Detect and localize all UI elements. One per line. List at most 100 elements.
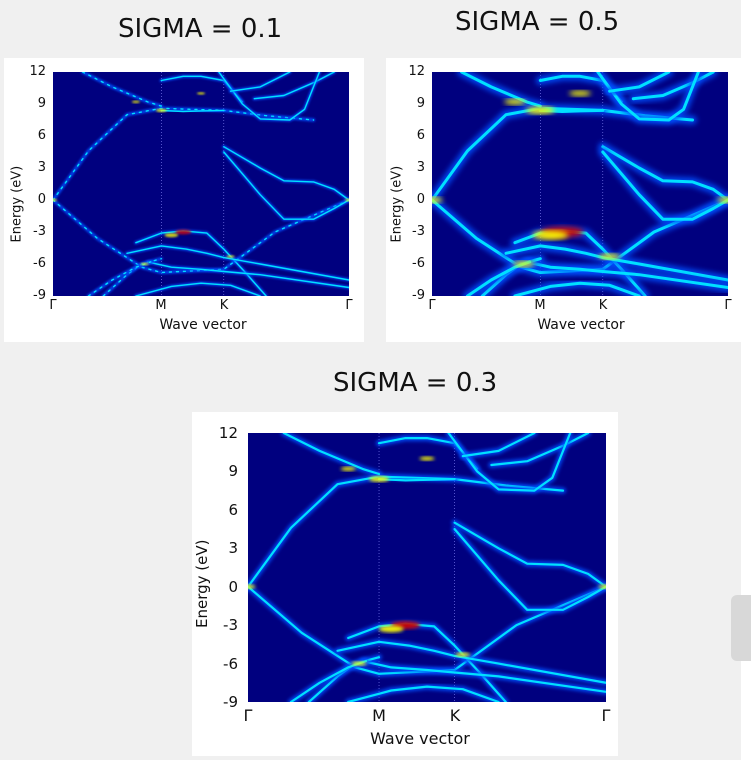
intensity-peak xyxy=(455,652,471,657)
x-axis-label: Wave vector xyxy=(159,317,247,333)
y-tick-label: 12 xyxy=(218,424,238,442)
intensity-peak xyxy=(532,230,569,240)
y-tick-label: 3 xyxy=(37,160,46,175)
band-line xyxy=(223,151,349,220)
band-heatmap xyxy=(53,72,349,296)
band-line xyxy=(135,282,261,296)
y-tick-label: 0 xyxy=(228,578,238,596)
x-tick-label-k: K xyxy=(219,298,229,313)
band-line xyxy=(513,281,641,296)
band-glow xyxy=(86,260,153,296)
chart-panel-sigma-0-1: Energy (eV) 12 9 6 3 0 -3 -6 -9 Γ M K Γ … xyxy=(4,58,364,342)
band-line xyxy=(461,433,536,458)
x-tick-label-m: M xyxy=(372,706,386,725)
intensity-peak xyxy=(164,233,179,238)
band-glow xyxy=(248,583,606,677)
intensity-peak xyxy=(512,261,535,267)
band-line xyxy=(504,244,728,282)
x-axis-label: Wave vector xyxy=(370,729,470,748)
intensity-peak xyxy=(140,262,149,266)
y-tick-label: -9 xyxy=(33,288,46,303)
y-tick-label: 6 xyxy=(416,128,425,143)
band-glow xyxy=(80,72,163,108)
band-line xyxy=(248,475,565,588)
band-line xyxy=(432,198,728,274)
chart-title-sigma-0-1: SIGMA = 0.1 xyxy=(118,14,283,44)
band-line xyxy=(361,659,606,693)
band-line xyxy=(53,107,315,201)
band-line xyxy=(490,433,590,467)
intensity-peak xyxy=(504,99,526,105)
band-glow xyxy=(459,433,538,460)
band-glow xyxy=(248,473,567,590)
band-heatmap xyxy=(248,433,606,702)
intensity-peak xyxy=(525,106,555,114)
y-tick-label: -9 xyxy=(412,288,425,303)
band-glow xyxy=(53,198,349,275)
x-tick-label-gamma: Γ xyxy=(49,298,57,313)
y-tick-label: 12 xyxy=(29,64,46,79)
band-line xyxy=(147,261,349,289)
band-glow xyxy=(53,106,316,202)
y-tick-label: 3 xyxy=(416,160,425,175)
x-tick-label-k: K xyxy=(449,706,461,725)
band-line xyxy=(347,685,500,702)
intensity-peak xyxy=(155,108,167,113)
band-structure-svg xyxy=(53,72,349,296)
band-line xyxy=(218,72,321,121)
chart-title-sigma-0-5: SIGMA = 0.5 xyxy=(455,7,620,37)
y-tick-label: -6 xyxy=(223,655,238,673)
x-tick-label-k: K xyxy=(598,298,608,313)
intensity-peak xyxy=(175,229,192,235)
x-tick-label-gamma: Γ xyxy=(428,298,436,313)
intensity-peak xyxy=(351,661,367,666)
chart-panel-sigma-0-5: Energy (eV) 12 9 6 3 0 -3 -6 -9 Γ M K Γ … xyxy=(386,58,741,342)
intensity-peak xyxy=(131,100,140,104)
y-tick-label: -6 xyxy=(33,256,46,271)
band-structure-svg xyxy=(432,72,728,296)
side-panel-handle[interactable] xyxy=(731,595,751,661)
band-line xyxy=(282,433,381,476)
intensity-peak xyxy=(196,92,206,95)
window-edge xyxy=(741,0,751,760)
intensity-peak xyxy=(248,584,256,589)
intensity-peak xyxy=(378,625,404,633)
y-tick-label: 9 xyxy=(228,462,238,480)
intensity-peak xyxy=(340,466,356,471)
band-line xyxy=(453,528,606,611)
y-tick-label: 3 xyxy=(228,539,238,557)
band-line xyxy=(453,521,606,588)
band-heatmap xyxy=(432,72,728,296)
band-line xyxy=(377,478,456,482)
band-line xyxy=(223,146,349,201)
intensity-peak xyxy=(598,253,621,260)
band-line xyxy=(596,72,700,122)
y-tick-label: 6 xyxy=(228,501,238,519)
y-tick-label: 9 xyxy=(37,96,46,111)
x-tick-label-gamma-end: Γ xyxy=(345,298,353,313)
intensity-peak xyxy=(717,197,728,203)
x-axis-label: Wave vector xyxy=(537,317,625,333)
band-line xyxy=(601,145,728,202)
chart-panel-sigma-0-3: Energy (eV) 12 9 6 3 0 -3 -6 -9 Γ M K Γ … xyxy=(192,412,618,756)
band-line xyxy=(229,72,291,92)
y-tick-label: -3 xyxy=(33,224,46,239)
band-line xyxy=(460,72,542,108)
band-glow xyxy=(222,150,349,221)
intensity-peak xyxy=(419,456,435,461)
band-line xyxy=(525,260,728,289)
x-tick-label-gamma-end: Γ xyxy=(601,706,611,725)
band-line xyxy=(447,433,572,492)
band-line xyxy=(336,640,606,684)
intensity-peak xyxy=(569,90,591,97)
band-line xyxy=(631,72,715,101)
band-line xyxy=(601,150,728,221)
y-tick-label: 0 xyxy=(416,192,425,207)
band-line xyxy=(253,72,335,100)
band-glow xyxy=(228,72,292,93)
band-line xyxy=(81,72,162,107)
y-tick-label: 12 xyxy=(408,64,425,79)
y-tick-label: -3 xyxy=(223,616,238,634)
x-tick-label-m: M xyxy=(534,298,546,313)
intensity-peak xyxy=(226,255,235,258)
